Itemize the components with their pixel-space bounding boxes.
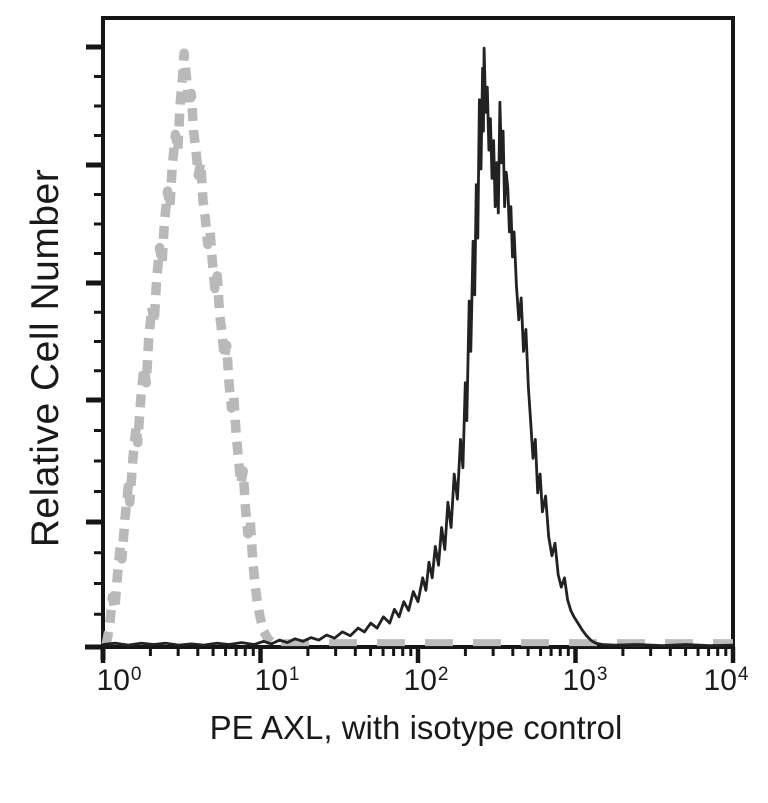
x-tick-label-10e0: 100 — [97, 664, 142, 698]
x-tick-label-10e3: 103 — [563, 664, 608, 698]
x-axis-label: PE AXL, with isotype control — [209, 709, 623, 746]
series-pe-axl — [102, 46, 734, 648]
series-isotype-control — [101, 48, 277, 647]
tick-base: 10 — [254, 664, 288, 697]
tick-exponent: 1 — [288, 664, 300, 685]
x-tick-label-10e4: 104 — [704, 664, 749, 698]
x-axis-ticks — [100, 647, 736, 663]
tick-exponent: 3 — [596, 664, 608, 685]
tick-base: 10 — [703, 664, 737, 697]
y-axis-ticks — [86, 44, 103, 616]
tick-base: 10 — [96, 664, 130, 697]
tick-exponent: 4 — [737, 664, 749, 685]
tick-exponent: 0 — [130, 664, 142, 685]
tick-exponent: 2 — [437, 664, 449, 685]
tick-base: 10 — [403, 664, 437, 697]
tick-base: 10 — [562, 664, 596, 697]
y-axis-label: Relative Cell Number — [24, 168, 67, 548]
x-tick-label-10e1: 101 — [255, 664, 300, 698]
axis-lines — [85, 644, 106, 660]
x-tick-label-10e2: 102 — [404, 664, 449, 698]
plot-frame — [101, 16, 735, 649]
